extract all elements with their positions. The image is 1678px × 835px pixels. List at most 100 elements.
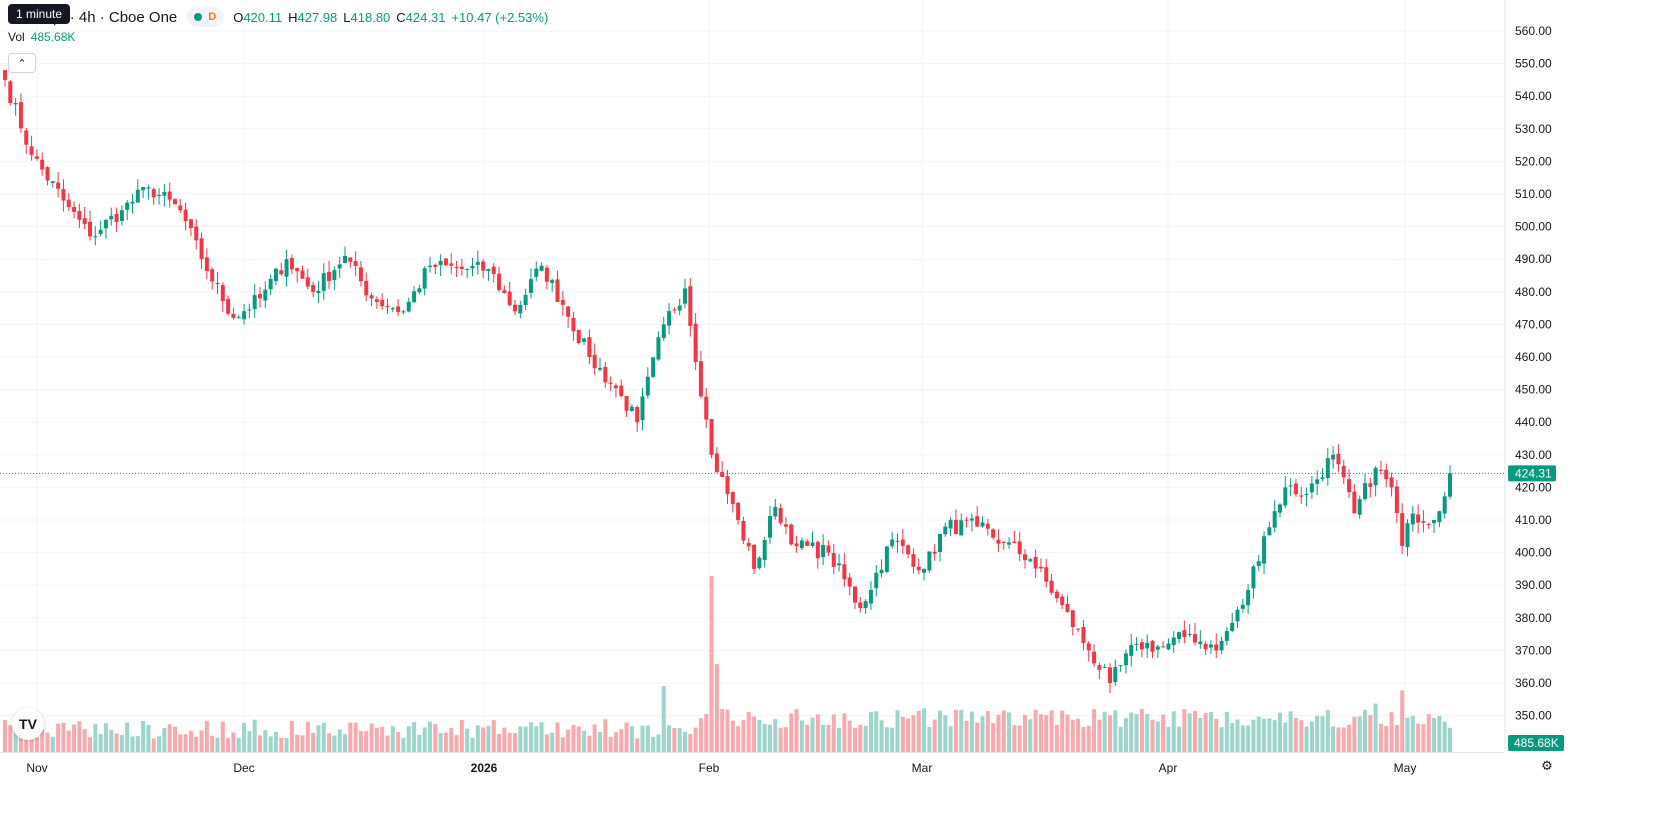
candle[interactable] [576, 329, 581, 345]
candle[interactable] [1134, 637, 1139, 651]
candle[interactable] [88, 210, 92, 241]
candle[interactable] [959, 513, 964, 536]
candle[interactable] [667, 303, 672, 335]
candle[interactable] [1065, 595, 1070, 613]
candle[interactable] [778, 503, 783, 526]
candle[interactable] [741, 516, 746, 545]
candle[interactable] [837, 553, 842, 572]
candle[interactable] [709, 418, 714, 459]
candle[interactable] [449, 253, 454, 274]
candle[interactable] [996, 529, 1001, 553]
candle[interactable] [337, 256, 342, 278]
candle[interactable] [513, 299, 517, 315]
candle[interactable] [895, 533, 900, 553]
candle[interactable] [475, 250, 480, 275]
candle[interactable] [40, 152, 45, 176]
candle[interactable] [879, 559, 884, 578]
candle[interactable] [56, 171, 61, 198]
candle[interactable] [1113, 659, 1118, 686]
candle[interactable] [550, 278, 555, 292]
candle[interactable] [130, 193, 135, 214]
candle[interactable] [412, 286, 417, 304]
candle[interactable] [922, 568, 927, 581]
candle[interactable] [220, 282, 225, 312]
candle[interactable] [906, 544, 911, 559]
candle[interactable] [619, 379, 624, 398]
candle[interactable] [1214, 633, 1219, 658]
candle[interactable] [199, 232, 204, 269]
candle[interactable] [783, 517, 788, 535]
candle[interactable] [141, 186, 146, 199]
candle[interactable] [61, 179, 66, 212]
candle[interactable] [1432, 519, 1437, 533]
candle[interactable] [167, 182, 172, 208]
candle[interactable] [1352, 484, 1357, 514]
candle[interactable] [194, 219, 199, 250]
candle[interactable] [1060, 594, 1065, 610]
candle[interactable] [433, 263, 438, 275]
candle[interactable] [188, 218, 193, 236]
candle[interactable] [842, 553, 847, 587]
candle[interactable] [677, 298, 682, 316]
candle[interactable] [704, 387, 709, 429]
candle[interactable] [358, 260, 363, 287]
candle[interactable] [1304, 487, 1309, 507]
candle[interactable] [353, 251, 358, 276]
candle[interactable] [948, 516, 953, 537]
candle[interactable] [204, 248, 209, 280]
price-axis[interactable]: 350.00 360.00 370.00 380.00 390.00 400.00 410.… [1504, 0, 1552, 752]
candle[interactable] [932, 544, 937, 561]
candle[interactable] [1410, 506, 1415, 532]
candle[interactable] [173, 197, 177, 205]
candle[interactable] [1278, 503, 1282, 518]
candle[interactable] [1044, 558, 1049, 588]
candle[interactable] [454, 260, 459, 278]
candle[interactable] [890, 531, 895, 549]
candle[interactable] [1426, 522, 1431, 530]
candle[interactable] [178, 198, 183, 214]
candle[interactable] [762, 536, 767, 568]
candle[interactable] [1028, 558, 1033, 563]
candle[interactable] [151, 187, 156, 205]
candle[interactable] [1033, 549, 1038, 578]
candle[interactable] [1198, 630, 1203, 649]
candle[interactable] [1331, 446, 1336, 469]
candle[interactable] [916, 558, 921, 575]
candle[interactable] [868, 581, 873, 610]
candle[interactable] [8, 79, 13, 106]
candle[interactable] [874, 565, 879, 597]
candle[interactable] [77, 203, 82, 229]
candle[interactable] [1219, 636, 1224, 655]
candle[interactable] [1038, 558, 1043, 573]
candle[interactable] [598, 357, 602, 372]
candle[interactable] [295, 267, 300, 283]
candle[interactable] [1320, 468, 1325, 482]
candle[interactable] [279, 262, 284, 276]
candle[interactable] [1246, 584, 1251, 614]
candle[interactable] [1240, 598, 1245, 613]
candle[interactable] [1325, 447, 1330, 486]
candle[interactable] [587, 329, 592, 365]
candle[interactable] [1309, 475, 1314, 500]
candle[interactable] [794, 535, 799, 553]
candle[interactable] [18, 93, 23, 133]
candle[interactable] [523, 288, 528, 310]
candle[interactable] [1416, 504, 1421, 534]
candle[interactable] [900, 528, 905, 555]
candle[interactable] [1394, 479, 1399, 524]
candle[interactable] [1421, 510, 1426, 533]
candle[interactable] [566, 305, 571, 329]
candle[interactable] [210, 267, 215, 290]
candle[interactable] [1389, 472, 1394, 497]
candle[interactable] [853, 586, 857, 609]
candle[interactable] [1203, 641, 1208, 656]
candle[interactable] [1012, 530, 1017, 544]
candle[interactable] [725, 469, 730, 504]
candle[interactable] [1288, 478, 1293, 497]
candle[interactable] [688, 277, 693, 337]
candle[interactable] [497, 266, 502, 293]
candle[interactable] [24, 127, 29, 154]
candle[interactable] [991, 528, 996, 540]
candle[interactable] [1293, 478, 1298, 497]
candle[interactable] [582, 337, 587, 346]
